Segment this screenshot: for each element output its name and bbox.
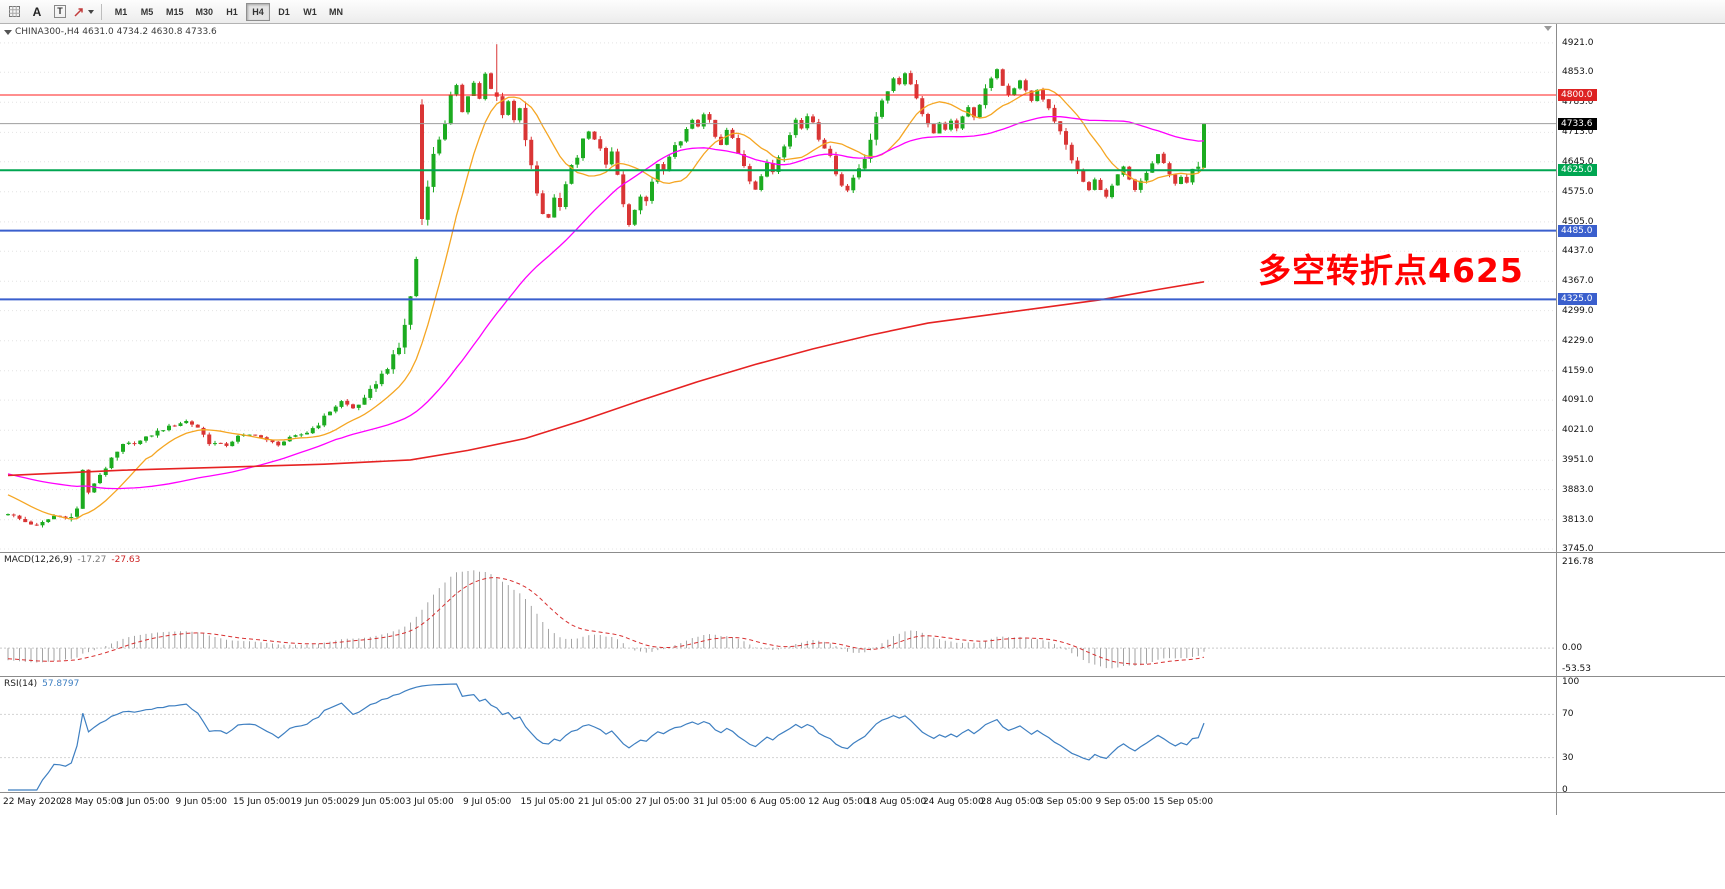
- date-tick-label: 21 Jul 05:00: [578, 797, 632, 807]
- price-tick-label: 4229.0: [1562, 336, 1594, 346]
- timeframe-d1-button[interactable]: D1: [272, 3, 296, 21]
- price-tick-label: 4645.0: [1562, 157, 1594, 167]
- date-tick-label: 15 Sep 05:00: [1153, 797, 1214, 807]
- panel-divider[interactable]: [0, 676, 1725, 677]
- timeframe-m1-button[interactable]: M1: [109, 3, 133, 21]
- price-tick-label: 4367.0: [1562, 276, 1594, 286]
- date-axis[interactable]: 22 May 2020 28 May 05:00 3 Jun 05:00 9 Jun …: [0, 793, 1556, 815]
- timeframe-m30-button[interactable]: M30: [191, 3, 219, 21]
- price-tick-label: 4159.0: [1562, 366, 1594, 376]
- grid-tool-button[interactable]: [3, 2, 25, 22]
- panel-divider[interactable]: [0, 792, 1725, 793]
- timeframe-h1-button[interactable]: H1: [220, 3, 244, 21]
- macd-axis-label: -53.53: [1562, 664, 1592, 674]
- price-tick-label: 4505.0: [1562, 217, 1594, 227]
- macd-value-main: -17.27: [77, 555, 107, 565]
- macd-chart[interactable]: [0, 553, 1556, 676]
- timeframe-m15-button[interactable]: M15: [161, 3, 189, 21]
- price-tick-label: 4091.0: [1562, 395, 1594, 405]
- date-tick-label: 31 Jul 05:00: [693, 797, 747, 807]
- date-tick-label: 19 Jun 05:00: [290, 797, 348, 807]
- toolbar-separator: [101, 3, 102, 20]
- toolbar: A T M1 M5 M15 M30 H1 H4 D1 W1 MN: [0, 0, 1725, 24]
- macd-value-signal: -27.63: [111, 555, 141, 565]
- price-tick-label: 4713.0: [1562, 127, 1594, 137]
- macd-axis-label: 216.78: [1562, 557, 1594, 567]
- price-tick-label: 3813.0: [1562, 515, 1594, 525]
- text-label-tool-label: T: [54, 5, 66, 18]
- date-tick-label: 3 Jul 05:00: [405, 797, 454, 807]
- price-tick-label: 4575.0: [1562, 187, 1594, 197]
- date-tick-label: 18 Aug 05:00: [865, 797, 927, 807]
- level-price-badge: 4325.0: [1558, 293, 1597, 305]
- timeframe-h4-button[interactable]: H4: [246, 2, 271, 21]
- date-tick-label: 28 May 05:00: [60, 797, 123, 807]
- date-tick-label: 27 Jul 05:00: [635, 797, 690, 807]
- macd-title: MACD(12,26,9): [4, 555, 73, 565]
- date-tick-label: 15 Jul 05:00: [520, 797, 575, 807]
- macd-label: MACD(12,26,9) -17.27 -27.63: [4, 555, 140, 565]
- text-label-tool-button[interactable]: T: [49, 2, 71, 22]
- price-tick-label: 4437.0: [1562, 246, 1594, 256]
- current-price-badge: 4733.6: [1558, 118, 1597, 130]
- candlestick-chart[interactable]: [0, 24, 1556, 552]
- rsi-label: RSI(14) 57.8797: [4, 679, 79, 689]
- price-tick-label: 4299.0: [1562, 306, 1594, 316]
- date-tick-label: 3 Sep 05:00: [1038, 797, 1093, 807]
- macd-panel[interactable]: MACD(12,26,9) -17.27 -27.63: [0, 553, 1556, 676]
- rsi-chart[interactable]: [0, 677, 1556, 792]
- date-tick-label: 9 Sep 05:00: [1095, 797, 1150, 807]
- date-tick-label: 3 Jun 05:00: [118, 797, 170, 807]
- level-price-badge: 4485.0: [1558, 225, 1597, 237]
- timeframe-m5-button[interactable]: M5: [135, 3, 159, 21]
- rsi-title: RSI(14): [4, 679, 38, 689]
- rsi-axis-label: 100: [1562, 677, 1580, 687]
- timeframes-toolbar: M1 M5 M15 M30 H1 H4 D1 W1 MN: [108, 2, 349, 21]
- level-price-badge: 4625.0: [1558, 164, 1597, 176]
- arrows-tool-button[interactable]: [72, 2, 95, 22]
- rsi-value: 57.8797: [42, 679, 80, 689]
- grid-icon: [8, 6, 20, 17]
- rsi-axis-label: 30: [1562, 753, 1574, 763]
- chart-shift-marker[interactable]: [1544, 26, 1552, 31]
- price-tick-label: 3745.0: [1562, 544, 1594, 554]
- rsi-axis-label: 70: [1562, 709, 1574, 719]
- timeframe-mn-button[interactable]: MN: [324, 3, 348, 21]
- arrow-icon: [74, 7, 83, 17]
- symbol-header: CHINA300-,H4 4631.0 4734.2 4630.8 4733.6: [4, 27, 217, 37]
- date-tick-label: 24 Aug 05:00: [923, 797, 984, 807]
- price-tick-label: 4021.0: [1562, 425, 1594, 435]
- price-tick-label: 4921.0: [1562, 38, 1594, 48]
- date-tick-label: 22 May 2020: [3, 797, 62, 807]
- level-price-badge: 4800.0: [1558, 89, 1597, 101]
- date-tick-label: 9 Jul 05:00: [463, 797, 512, 807]
- date-tick-label: 12 Aug 05:00: [808, 797, 869, 807]
- chart-dropdown-icon: [4, 29, 12, 35]
- date-tick-label: 9 Jun 05:00: [175, 797, 227, 807]
- date-tick-label: 15 Jun 05:00: [233, 797, 291, 807]
- price-axis[interactable]: 4921.0 4853.0 4783.0 4713.0 4645.0 4575.0 4505…: [1556, 24, 1725, 815]
- price-tick-label: 3883.0: [1562, 485, 1594, 495]
- date-tick-label: 28 Aug 05:00: [980, 797, 1042, 807]
- date-tick-label: 29 Jun 05:00: [348, 797, 406, 807]
- main-chart-panel[interactable]: CHINA300-,H4 4631.0 4734.2 4630.8 4733.6…: [0, 24, 1556, 552]
- symbol-ohlc-text: CHINA300-,H4 4631.0 4734.2 4630.8 4733.6: [15, 27, 217, 37]
- macd-axis-label: 0.00: [1562, 643, 1583, 653]
- chevron-down-icon: [88, 9, 94, 14]
- text-tool-button[interactable]: A: [26, 2, 48, 22]
- price-tick-label: 4783.0: [1562, 97, 1594, 107]
- rsi-axis-label: 0: [1562, 785, 1568, 795]
- timeframe-w1-button[interactable]: W1: [298, 3, 322, 21]
- chart-workspace: CHINA300-,H4 4631.0 4734.2 4630.8 4733.6…: [0, 24, 1725, 889]
- rsi-panel[interactable]: RSI(14) 57.8797: [0, 677, 1556, 792]
- text-tool-label: A: [32, 4, 42, 19]
- panel-divider[interactable]: [0, 552, 1725, 553]
- date-tick-label: 6 Aug 05:00: [750, 797, 806, 807]
- price-tick-label: 4853.0: [1562, 67, 1594, 77]
- annotation-text[interactable]: 多空转折点4625: [1258, 251, 1524, 290]
- price-tick-label: 3951.0: [1562, 455, 1594, 465]
